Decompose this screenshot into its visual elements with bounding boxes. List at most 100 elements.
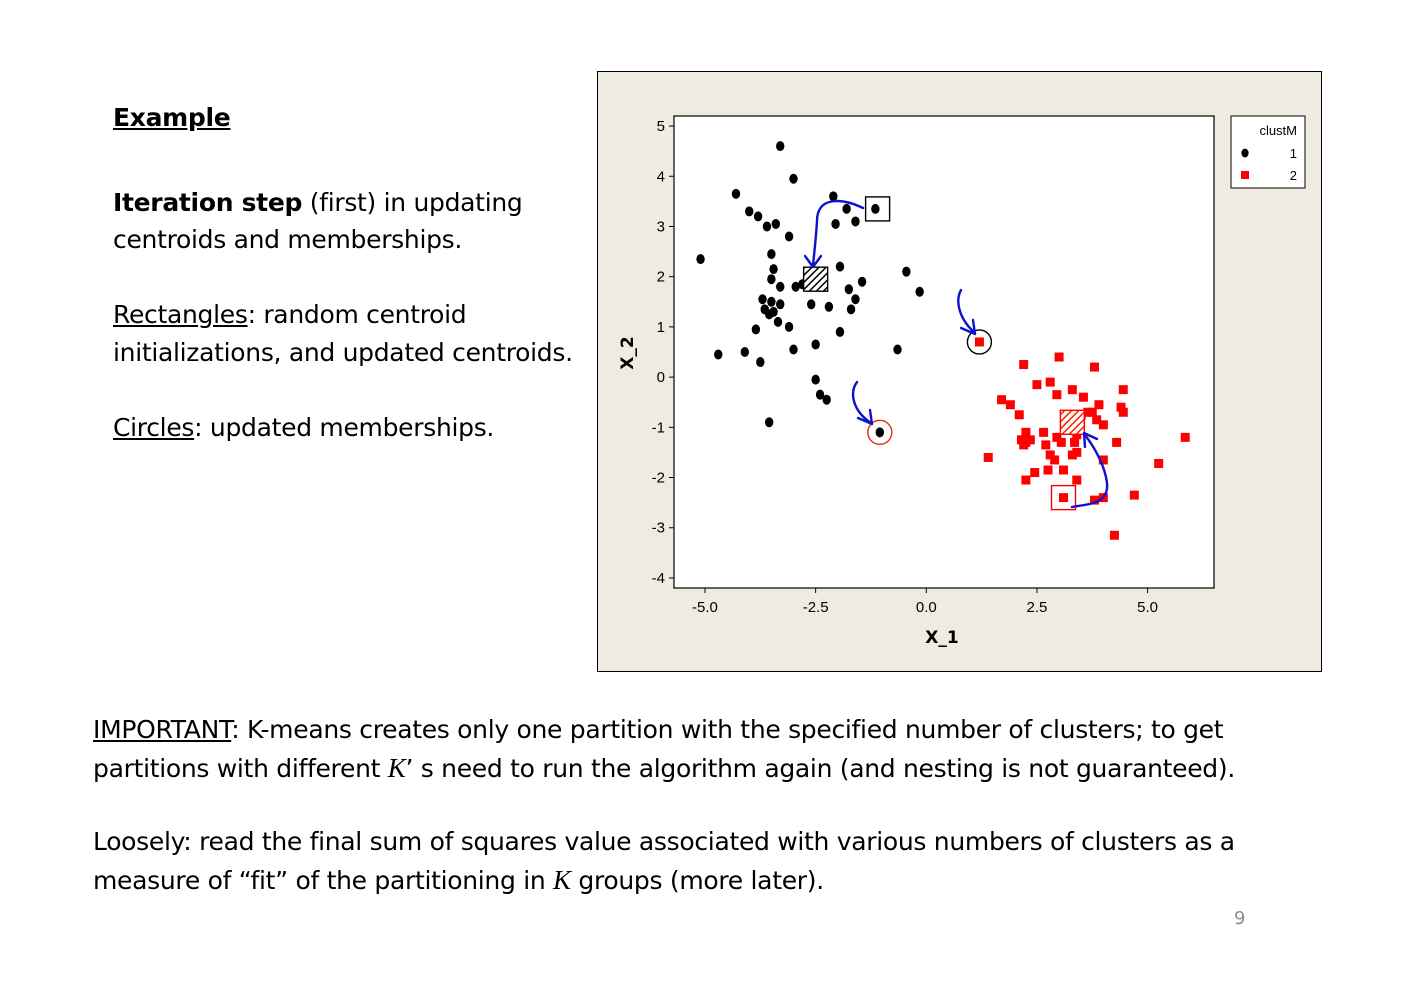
cluster-2-point (1098, 455, 1108, 465)
cluster-1-point (893, 344, 902, 355)
cluster-2-point (1054, 352, 1064, 362)
cluster-1-point (831, 218, 840, 229)
cluster-1-point (915, 286, 924, 297)
cluster-2-point (1005, 400, 1015, 410)
y-tick-label: -2 (652, 470, 665, 487)
arrow-centroid-2-head (1082, 431, 1099, 449)
cluster-1-point (756, 357, 765, 368)
y-axis-label: X_2 (618, 336, 638, 369)
important-rest: : K-means creates only one partition wit… (231, 715, 1224, 744)
arrow-centroid-2-stroke (1070, 433, 1109, 509)
cluster-1-point (811, 339, 820, 350)
cluster-1-point (745, 206, 754, 217)
updated-centroid-2 (1059, 409, 1086, 435)
cluster-2-point (997, 395, 1007, 405)
cluster-2-point (1092, 415, 1102, 425)
arrow-centroid-2 (1070, 431, 1109, 509)
cluster-2-point (1098, 420, 1108, 430)
x-axis-label: X_1 (925, 628, 958, 648)
cluster-1-point (731, 188, 741, 199)
cluster-2-point (1180, 432, 1190, 442)
arrow-membership-1 (851, 380, 874, 426)
loosely-line-2-start: measure of (93, 866, 239, 895)
fit-word: fit (250, 866, 276, 895)
y-tick-label: 3 (657, 218, 665, 235)
cluster-2-point (1052, 432, 1062, 442)
cluster-2-point (1094, 400, 1104, 410)
arrow-membership-2 (957, 288, 977, 336)
cluster-1-point (696, 254, 705, 265)
loosely-line-2: measure of “fit” of the partitioning in … (93, 861, 824, 900)
arrow-membership-1-head (856, 408, 874, 426)
cluster-1-point (871, 203, 880, 214)
legend-entry-2: 2 (1290, 168, 1297, 183)
iteration-step-bold: Iteration step (113, 188, 303, 217)
cluster-1-point (769, 264, 778, 275)
y-tick-label: -4 (652, 570, 665, 587)
cluster-2-point (1129, 490, 1139, 500)
initial-centroid-2 (1050, 484, 1077, 511)
iteration-step-rest: (first) in updating (302, 188, 523, 217)
cluster-2-point (1070, 437, 1080, 447)
cluster-2-point (1014, 410, 1024, 420)
cluster-2-point (1030, 468, 1040, 478)
cluster-2-point (1019, 360, 1029, 370)
cluster-2-point (1056, 437, 1066, 447)
loosely-line-2-mid: of the partitioning in (287, 866, 554, 895)
page-number: 9 (1234, 908, 1246, 929)
important-line-1: IMPORTANT: K-means creates only one part… (93, 711, 1224, 749)
arrow-membership-2-stroke (957, 288, 977, 335)
cluster-1-point (807, 299, 816, 310)
cluster-1-point (753, 211, 763, 222)
k-symbol-2: K (553, 865, 571, 895)
cluster-1-point (829, 191, 838, 202)
cluster-2-point (1025, 435, 1035, 445)
cluster-1-point (784, 231, 794, 242)
cluster-1-point (835, 326, 845, 337)
loosely-line-2-end: groups (more later). (570, 866, 824, 895)
cluster-1-point (835, 261, 845, 272)
rectangles-label: Rectangles (113, 300, 248, 329)
cluster-2-point (1089, 495, 1099, 505)
initial-centroid-1 (864, 196, 891, 222)
cluster-2-point (1059, 493, 1069, 503)
cluster-2-point (1050, 455, 1060, 465)
cluster-2-point (1118, 407, 1128, 417)
plot-area (673, 115, 1215, 589)
cluster-2-point (1016, 435, 1026, 445)
rectangles-line-1: Rectangles: random centroid (113, 296, 467, 334)
cluster-2-point (1116, 402, 1126, 412)
cluster-1-point (776, 141, 785, 152)
close-quote: ” (275, 866, 288, 895)
open-quote: “ (238, 866, 251, 895)
cluster-1-point (846, 304, 856, 315)
cluster-1-point (857, 276, 867, 287)
cluster-2-point (1112, 437, 1122, 447)
important-label: IMPORTANT (93, 715, 232, 744)
rectangles-line-2: initializations, and updated centroids. (113, 338, 573, 367)
cluster-2-point (1067, 385, 1077, 395)
updated-centroid-1 (802, 266, 829, 292)
cluster-1-point (714, 349, 723, 360)
y-tick-label: 4 (657, 168, 665, 185)
x-tick-label: 0.0 (916, 599, 937, 616)
chart-legend: clustM 1 2 (1230, 115, 1306, 189)
cluster-1-point (767, 296, 776, 307)
cluster-1-point (773, 316, 783, 327)
circles-line: Circles: updated memberships. (113, 409, 494, 447)
cluster-2-point (983, 452, 993, 462)
cluster-1-point (789, 173, 798, 184)
cluster-2-point (1072, 475, 1082, 485)
circles-rest: : updated memberships. (194, 413, 495, 442)
cluster-1-point (751, 324, 761, 335)
cluster-2-point (1059, 465, 1069, 475)
cluster-2-point (1072, 447, 1082, 457)
cluster-1-point (851, 294, 860, 305)
cluster-1-point (822, 394, 831, 405)
cluster-2-point (1078, 392, 1088, 402)
cluster-1-point (824, 301, 834, 312)
x-tick-label: 5.0 (1137, 599, 1158, 616)
important-line-2-end: s need to run the algorithm again (and n… (413, 754, 1236, 783)
arrow-centroid-1-stroke (811, 199, 865, 268)
